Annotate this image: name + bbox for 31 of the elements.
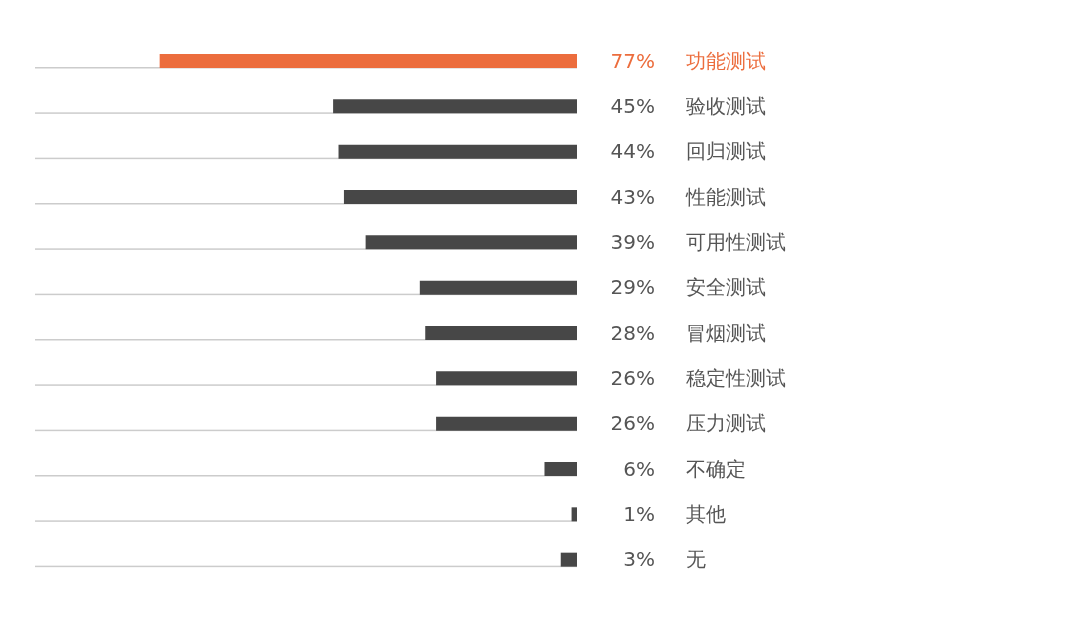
y-tick-label: 性能测试: [685, 184, 766, 209]
data-label: 43%: [610, 184, 655, 209]
data-label: 44%: [610, 139, 655, 164]
data-label: 45%: [610, 94, 655, 118]
data-label: 39%: [610, 230, 655, 254]
bar: [436, 416, 577, 431]
y-tick-label: 回归测试: [686, 139, 766, 164]
data-label: 77%: [610, 48, 655, 73]
y-tick-label: 稳定性测试: [686, 366, 786, 390]
data-label: 26%: [610, 366, 655, 390]
y-tick-label: 验收测试: [686, 94, 766, 118]
data-label: 26%: [610, 411, 655, 436]
y-tick-label: 安全测试: [686, 275, 766, 300]
bar: [425, 326, 577, 340]
y-tick-label: 功能测试: [686, 48, 766, 73]
y-tick-label: 无: [686, 547, 706, 572]
y-tick-label: 压力测试: [686, 411, 766, 436]
y-tick-label: 其他: [686, 502, 726, 526]
bar: [571, 507, 577, 522]
y-tick-label: 不确定: [686, 456, 746, 481]
bar: [560, 552, 577, 567]
y-tick-label: 冒烟测试: [686, 320, 766, 345]
data-label: 1%: [623, 502, 655, 526]
y-tick-label: 可用性测试: [686, 230, 786, 254]
data-label: 3%: [623, 547, 655, 572]
bar: [419, 280, 577, 295]
data-label: 28%: [610, 320, 655, 345]
data-label: 29%: [610, 275, 655, 300]
bar: [436, 371, 577, 386]
data-label: 6%: [623, 456, 655, 481]
bar: [544, 462, 577, 476]
